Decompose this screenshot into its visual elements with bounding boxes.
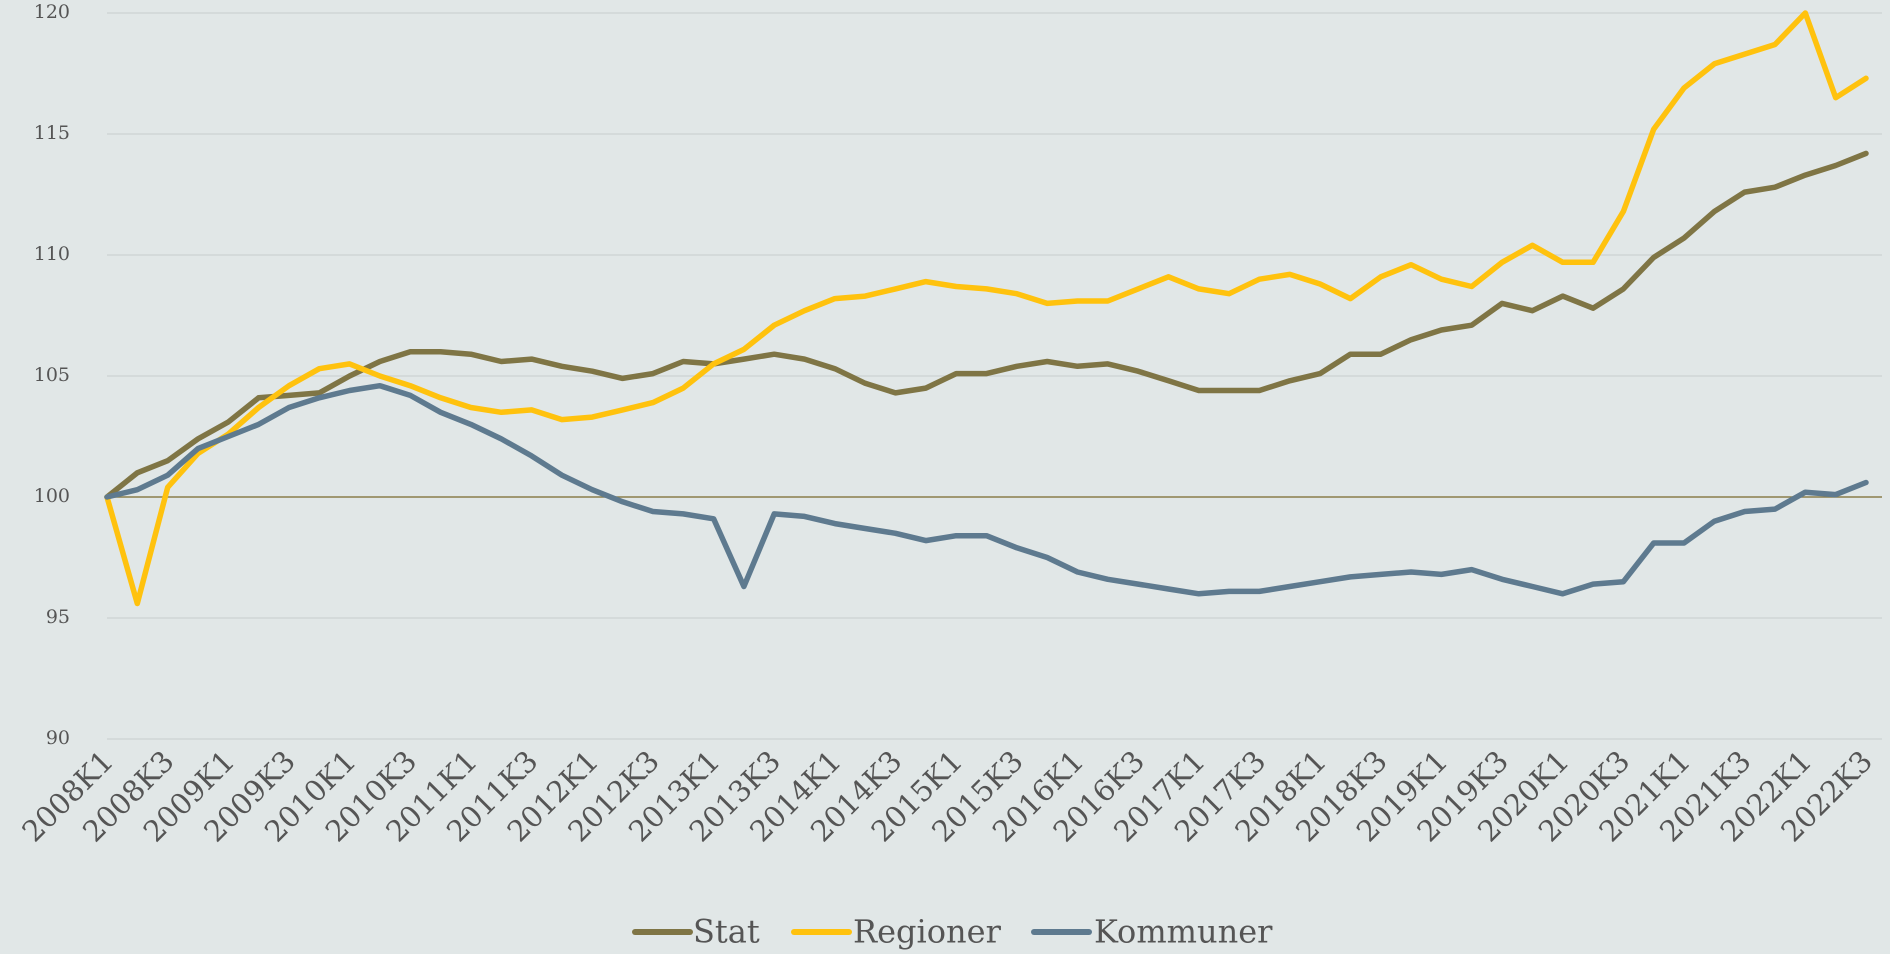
y-tick-label: 120 bbox=[34, 1, 70, 23]
y-tick-label: 95 bbox=[46, 606, 70, 628]
series-line bbox=[104, 10, 1869, 607]
y-tick-label: 105 bbox=[34, 364, 70, 386]
y-tick-label: 115 bbox=[34, 122, 70, 144]
legend-label: Stat bbox=[693, 913, 760, 951]
series-line bbox=[104, 382, 1869, 597]
y-tick-label: 110 bbox=[34, 243, 70, 265]
legend-label: Kommuner bbox=[1094, 913, 1273, 951]
legend-label: Regioner bbox=[853, 913, 1002, 951]
series-line bbox=[104, 150, 1869, 500]
legend: Stat Regioner Kommuner bbox=[632, 913, 1273, 951]
y-tick-label: 90 bbox=[46, 727, 70, 749]
y-tick-label: 100 bbox=[34, 485, 70, 507]
